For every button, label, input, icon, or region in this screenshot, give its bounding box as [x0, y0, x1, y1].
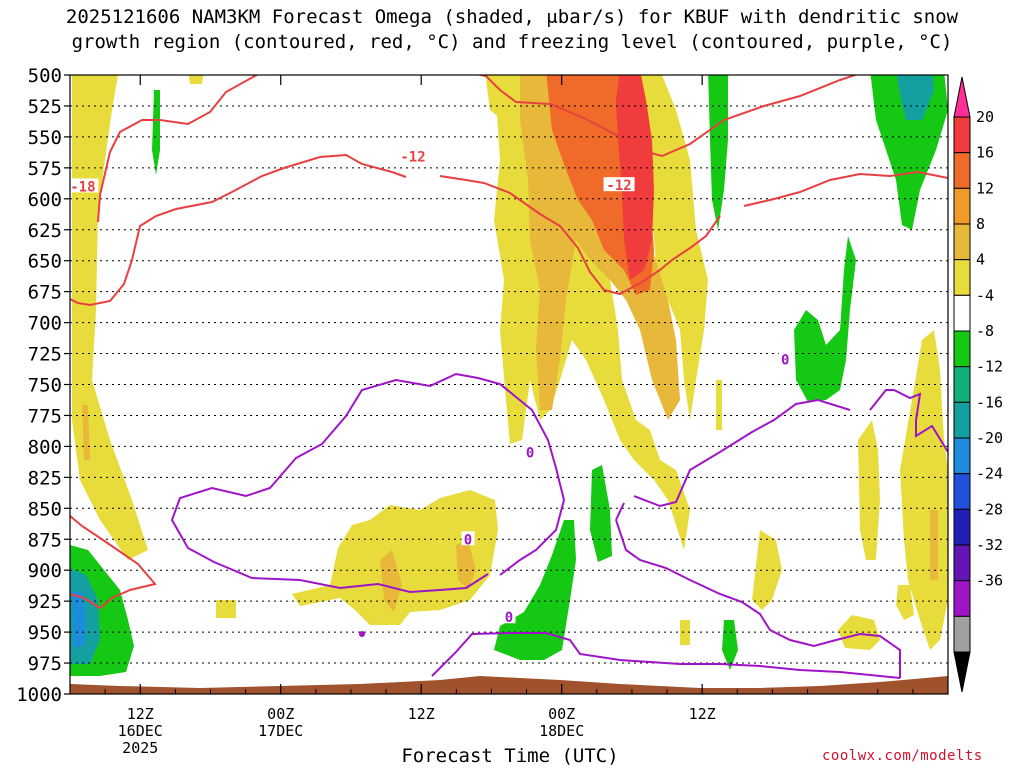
y-tick-label: 875 — [28, 529, 62, 551]
x-tick-label: 17DEC — [258, 722, 303, 740]
x-axis-title: Forecast Time (UTC) — [401, 745, 619, 767]
colorbar-bottom-arrow — [953, 651, 971, 693]
colorbar-label: 20 — [976, 108, 994, 126]
y-tick-label: 900 — [28, 560, 62, 582]
y-tick-label: 775 — [28, 405, 62, 427]
omega-sinking-12to16 — [72, 592, 86, 648]
x-tick-label: 00Z — [548, 705, 575, 723]
y-tick-label: 575 — [28, 158, 62, 180]
colorbar-label: -28 — [976, 500, 1003, 518]
colorbar-swatch — [953, 187, 971, 225]
y-tick-label: 600 — [28, 189, 62, 211]
colorbar-label: -16 — [976, 393, 1003, 411]
y-tick-label: 675 — [28, 282, 62, 304]
y-tick-label: 725 — [28, 344, 62, 366]
colorbar-swatch — [953, 401, 971, 439]
colorbar-label: -12 — [976, 358, 1003, 376]
colorbar-swatch — [953, 473, 971, 510]
x-tick-label: 12Z — [127, 705, 154, 723]
colorbar-swatch — [953, 437, 971, 475]
contour-label: -12 — [606, 178, 631, 194]
contour-labels: -18 -12 -12 0 0 0 0 — [67, 148, 792, 626]
y-tick-label: 625 — [28, 220, 62, 242]
colorbar-swatch — [953, 116, 971, 154]
surface-terrain — [70, 676, 948, 694]
colorbar-swatch — [953, 580, 971, 617]
y-tick-label: 950 — [28, 622, 62, 644]
colorbar-label: 16 — [976, 144, 994, 162]
y-tick-label: 750 — [28, 375, 62, 397]
y-tick-label: 975 — [28, 653, 62, 675]
y-tick-label: 700 — [28, 313, 62, 335]
y-tick-label: 1000 — [16, 684, 62, 706]
x-tick-label: 2025 — [122, 739, 158, 757]
chart-title-line1: 2025121606 NAM3KM Forecast Omega (shaded… — [65, 6, 959, 28]
contour-label: -12 — [400, 150, 425, 166]
colorbar-label: -24 — [976, 465, 1003, 483]
contour-label-bg — [603, 177, 635, 192]
contour-label-bg — [523, 444, 537, 459]
y-tick-label: 525 — [28, 96, 62, 118]
colorbar-label: -20 — [976, 429, 1003, 447]
colorbar-label: 8 — [976, 215, 985, 233]
x-tick-label: 12Z — [689, 705, 716, 723]
omega-rising-16to20 — [616, 75, 654, 280]
x-tick-label: 12Z — [408, 705, 435, 723]
colorbar-swatch — [953, 259, 971, 296]
y-tick-label: 925 — [28, 591, 62, 613]
colorbar-swatch — [953, 544, 971, 582]
colorbar-swatch — [953, 366, 971, 403]
dendritic-contours — [70, 75, 948, 610]
y-tick-label: 500 — [28, 65, 62, 87]
x-tick-label: 18DEC — [539, 722, 584, 740]
freezing-level-contours — [170, 372, 948, 679]
colorbar: 20 16 12 8 4 -4 -8 -12 -16 -20 -24 -28 -32 -36 — [953, 76, 1003, 693]
colorbar-swatch — [953, 615, 971, 653]
omega-rising-8to12 — [82, 75, 938, 612]
contour-label: 0 — [526, 446, 534, 462]
colorbar-swatch — [953, 294, 971, 332]
colorbar-label: -4 — [976, 286, 994, 304]
contour-label-bg — [461, 531, 475, 546]
contour-label-bg — [67, 178, 99, 193]
contour-label-bg — [502, 609, 516, 624]
x-tick-label: 00Z — [267, 705, 294, 723]
y-axis: 500 525 550 575 600 625 650 675 700 725 750 775 800 8… — [16, 65, 70, 706]
colorbar-swatch — [953, 223, 971, 261]
y-tick-label: 850 — [28, 498, 62, 520]
contour-label: 0 — [464, 532, 472, 548]
contour-label: 0 — [781, 353, 789, 369]
contour-label: 0 — [505, 610, 513, 626]
y-tick-label: 550 — [28, 127, 62, 149]
pressure-gridlines — [70, 105, 948, 664]
colorbar-label: 4 — [976, 251, 985, 269]
colorbar-label: -8 — [976, 322, 994, 340]
colorbar-swatch — [953, 508, 971, 546]
source-credit: coolwx.com/modelts — [822, 748, 983, 764]
colorbar-swatch — [953, 152, 971, 189]
y-tick-label: 650 — [28, 251, 62, 273]
x-tick-label: 16DEC — [118, 722, 163, 740]
contour-label: -18 — [70, 179, 95, 195]
colorbar-label: 12 — [976, 179, 994, 197]
colorbar-swatch — [953, 330, 971, 368]
colorbar-label: -36 — [976, 572, 1003, 590]
contour-label-bg — [778, 351, 792, 366]
y-tick-label: 800 — [28, 436, 62, 458]
chart-title-line2: growth region (contoured, red, °C) and f… — [71, 31, 953, 53]
colorbar-label: -32 — [976, 536, 1003, 554]
colorbar-top-arrow — [953, 76, 971, 118]
contour-label-bg — [397, 148, 429, 163]
y-tick-label: 825 — [28, 467, 62, 489]
